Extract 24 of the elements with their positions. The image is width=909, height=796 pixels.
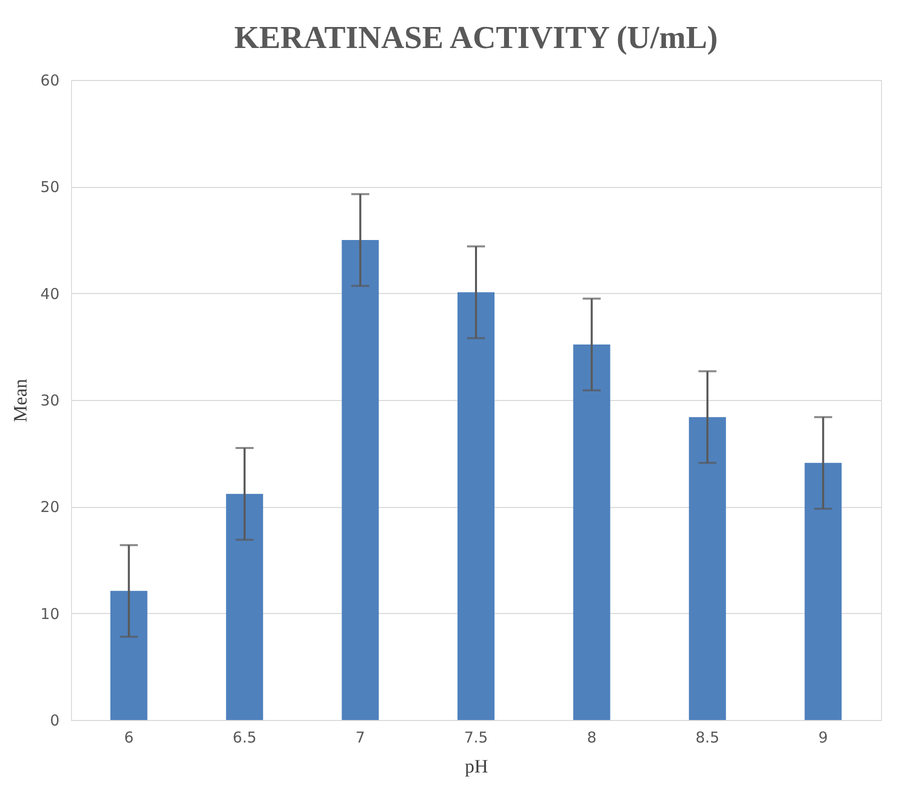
chart-title: KERATINASE ACTIVITY (U/mL) bbox=[234, 19, 718, 55]
x-tick-label: 6 bbox=[124, 728, 134, 746]
bar bbox=[226, 494, 264, 720]
x-tick-label: 8.5 bbox=[696, 728, 720, 746]
y-tick-label: 50 bbox=[40, 178, 60, 196]
y-axis-title: Mean bbox=[10, 378, 32, 422]
x-axis-title: pH bbox=[464, 756, 488, 778]
x-tick-label: 7.5 bbox=[464, 728, 488, 746]
bar bbox=[688, 417, 726, 720]
y-tick-label: 60 bbox=[40, 72, 60, 90]
bar bbox=[342, 240, 379, 720]
bar bbox=[573, 344, 610, 720]
y-tick-label: 30 bbox=[40, 392, 60, 410]
bar bbox=[457, 292, 495, 720]
x-tick-label: 6.5 bbox=[232, 728, 256, 746]
x-tick-label: 7 bbox=[356, 728, 366, 746]
x-tick-label: 9 bbox=[818, 728, 828, 746]
y-tick-label: 40 bbox=[40, 284, 60, 303]
bar bbox=[110, 590, 148, 720]
y-tick-label: 0 bbox=[50, 712, 60, 730]
bar bbox=[804, 462, 842, 720]
y-tick-label: 20 bbox=[40, 498, 60, 516]
x-tick-label: 8 bbox=[586, 728, 596, 746]
y-tick-label: 10 bbox=[40, 604, 60, 623]
